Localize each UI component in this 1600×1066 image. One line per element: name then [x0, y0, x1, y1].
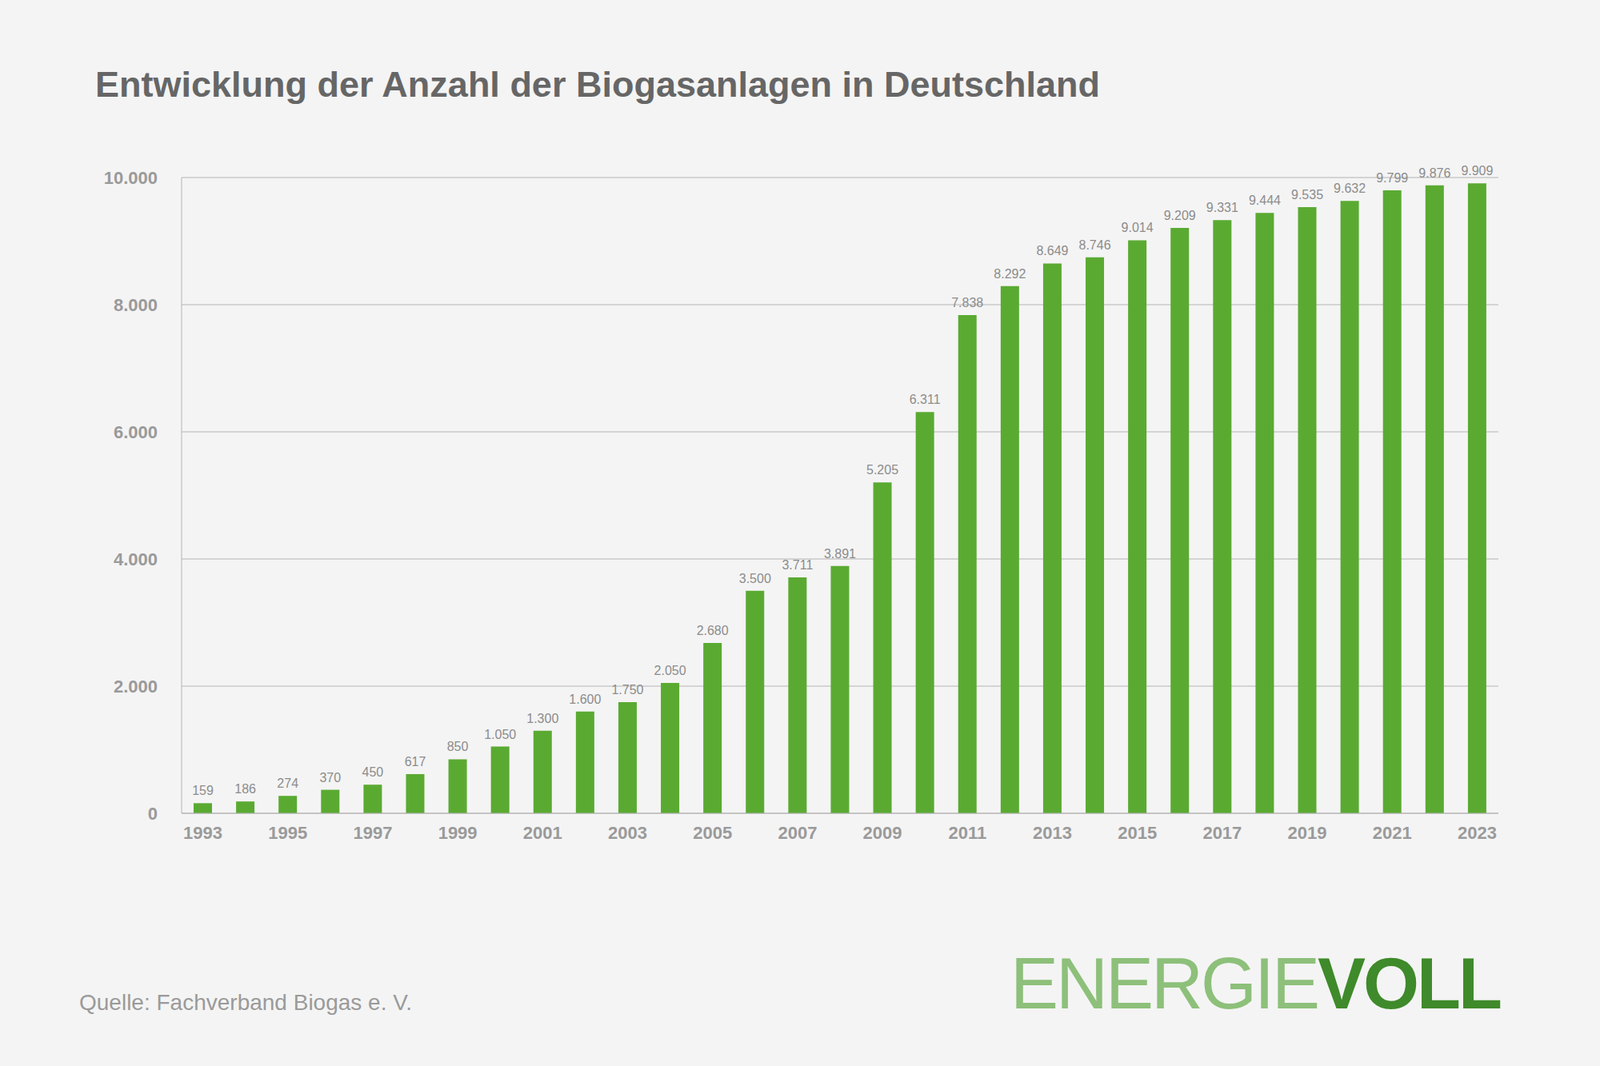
svg-text:2.000: 2.000: [113, 676, 158, 697]
svg-text:274: 274: [276, 776, 299, 791]
svg-text:159: 159: [192, 784, 214, 798]
svg-text:9.209: 9.209: [1164, 208, 1196, 223]
svg-text:9.632: 9.632: [1333, 181, 1366, 196]
svg-text:6.000: 6.000: [113, 422, 158, 443]
svg-text:3.891: 3.891: [824, 547, 856, 561]
svg-text:8.649: 8.649: [1036, 244, 1068, 258]
svg-text:0: 0: [148, 804, 158, 824]
svg-text:850: 850: [447, 740, 469, 754]
html-text:Entwicklung der Anzahl der Bio: Entwicklung der Anzahl der Biogasanlagen…: [95, 64, 1100, 105]
svg-text:2015: 2015: [1117, 823, 1157, 844]
svg-text:2007: 2007: [777, 823, 817, 844]
svg-text:9.535: 9.535: [1291, 188, 1324, 202]
svg-text:2003: 2003: [608, 823, 648, 844]
svg-text:2.050: 2.050: [654, 664, 687, 678]
svg-text:9.014: 9.014: [1121, 220, 1154, 235]
svg-text:1.600: 1.600: [568, 692, 601, 707]
svg-text:10.000: 10.000: [104, 168, 158, 188]
svg-text:8.746: 8.746: [1079, 238, 1112, 252]
svg-text:2021: 2021: [1372, 823, 1412, 844]
svg-text:8.000: 8.000: [113, 295, 158, 316]
svg-text:1993: 1993: [183, 823, 223, 844]
svg-text:2013: 2013: [1032, 823, 1072, 844]
svg-text:370: 370: [319, 771, 341, 785]
svg-text:9.331: 9.331: [1206, 200, 1239, 215]
html-text:ENERGIE VOLL: ENERGIE VOLL: [1010, 944, 1500, 1024]
svg-text:8.292: 8.292: [993, 267, 1026, 281]
svg-text:1.050: 1.050: [484, 728, 516, 742]
svg-text:1997: 1997: [352, 823, 392, 844]
svg-text:9.799: 9.799: [1376, 171, 1408, 185]
svg-text:186: 186: [234, 782, 256, 796]
svg-text:5.205: 5.205: [866, 463, 899, 477]
svg-text:2023: 2023: [1457, 823, 1497, 844]
svg-text:2.680: 2.680: [696, 624, 729, 638]
svg-text:7.838: 7.838: [951, 296, 984, 310]
svg-text:1.750: 1.750: [611, 683, 644, 697]
svg-text:2005: 2005: [692, 823, 732, 844]
svg-text:1995: 1995: [268, 823, 308, 844]
svg-text:4.000: 4.000: [113, 549, 158, 570]
svg-text:2011: 2011: [948, 823, 987, 844]
html-text:Quelle: Fachverband Biogas e.: Quelle: Fachverband Biogas e. V.: [79, 990, 413, 1016]
svg-text:9.909: 9.909: [1460, 164, 1493, 178]
svg-text:1999: 1999: [438, 823, 478, 844]
svg-text:9.444: 9.444: [1248, 193, 1281, 208]
svg-text:3.711: 3.711: [781, 558, 813, 572]
svg-text:6.311: 6.311: [909, 392, 941, 407]
svg-text:617: 617: [404, 755, 427, 769]
svg-text:450: 450: [362, 765, 384, 780]
svg-text:2001: 2001: [523, 823, 563, 844]
svg-text:2019: 2019: [1288, 823, 1328, 844]
svg-text:2017: 2017: [1202, 823, 1242, 844]
svg-text:1.300: 1.300: [526, 712, 559, 726]
svg-text:3.500: 3.500: [739, 572, 772, 586]
svg-text:9.876: 9.876: [1418, 166, 1451, 180]
svg-text:2009: 2009: [863, 823, 903, 844]
